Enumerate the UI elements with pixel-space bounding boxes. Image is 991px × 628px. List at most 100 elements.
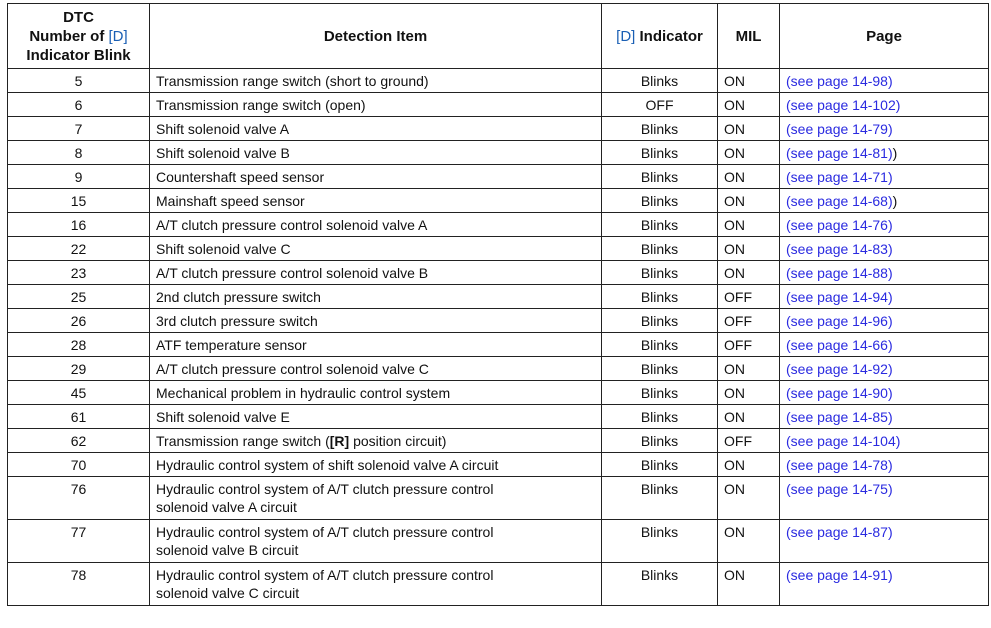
table-row: 22 Shift solenoid valve C Blinks ON (see pag… [7, 236, 989, 261]
detection-cell: 3rd clutch pressure switch [149, 308, 602, 333]
indicator-cell: Blinks [601, 236, 718, 261]
mil-cell: ON [717, 404, 780, 429]
item-text: Shift solenoid valve A [156, 121, 290, 137]
dtc-cell: 28 [7, 332, 150, 357]
item-text: 2nd clutch pressure switch [156, 289, 321, 305]
dtc-cell: 45 [7, 380, 150, 405]
page-cell: (see page 14-75) [779, 476, 989, 520]
dtc-cell: 26 [7, 308, 150, 333]
page-link[interactable]: (see page 14-76) [786, 217, 893, 233]
page-link[interactable]: (see page 14-91) [786, 567, 893, 583]
detection-cell: Transmission range switch (short to grou… [149, 68, 602, 93]
item-text: solenoid valve B circuit [156, 542, 299, 558]
page-link[interactable]: (see page 14-102) [786, 97, 901, 113]
link-suffix: ) [892, 193, 898, 209]
page-link[interactable]: (see page 14-81) [786, 145, 893, 161]
item-text: Transmission range switch (short to grou… [156, 73, 429, 89]
dtc-cell: 8 [7, 140, 150, 165]
indicator-cell: Blinks [601, 212, 718, 237]
indicator-cell: Blinks [601, 188, 718, 213]
table-row: 7 Shift solenoid valve A Blinks ON (see page… [7, 116, 989, 141]
dtc-cell: 22 [7, 236, 150, 261]
page-link[interactable]: (see page 14-92) [786, 361, 893, 377]
mil-cell: OFF [717, 428, 780, 453]
mil-cell: ON [717, 164, 780, 189]
detection-cell: Mechanical problem in hydraulic control … [149, 380, 602, 405]
page-cell: (see page 14-90) [779, 380, 989, 405]
dtc-cell: 5 [7, 68, 150, 93]
mil-cell: ON [717, 260, 780, 285]
item-text: Transmission range switch ( [156, 433, 330, 449]
page-link[interactable]: (see page 14-78) [786, 457, 893, 473]
table-row: 70 Hydraulic control system of shift sole… [7, 452, 989, 477]
table-row: 28 ATF temperature sensor Blinks OFF (see pa… [7, 332, 989, 357]
item-text: Countershaft speed sensor [156, 169, 325, 185]
page-link[interactable]: (see page 14-90) [786, 385, 893, 401]
mil-cell: ON [717, 452, 780, 477]
table-row: 8 Shift solenoid valve B Blinks ON (see page… [7, 140, 989, 165]
header-text: [D] [616, 27, 636, 45]
mil-cell: OFF [717, 284, 780, 309]
detection-cell: A/T clutch pressure control solenoid val… [149, 260, 602, 285]
page-cell: (see page 14-87) [779, 519, 989, 563]
indicator-cell: Blinks [601, 140, 718, 165]
indicator-cell: Blinks [601, 452, 718, 477]
page-link[interactable]: (see page 14-83) [786, 241, 893, 257]
page-link[interactable]: (see page 14-66) [786, 337, 893, 353]
indicator-cell: Blinks [601, 380, 718, 405]
indicator-cell: Blinks [601, 308, 718, 333]
page-link[interactable]: (see page 14-96) [786, 313, 893, 329]
page-cell: (see page 14-78) [779, 452, 989, 477]
page-cell: (see page 14-68)) [779, 188, 989, 213]
page-link[interactable]: (see page 14-94) [786, 289, 893, 305]
header-indicator: [D] Indicator [601, 3, 718, 69]
mil-cell: ON [717, 562, 780, 606]
table-row: 61 Shift solenoid valve E Blinks ON (see pag… [7, 404, 989, 429]
page-link[interactable]: (see page 14-75) [786, 481, 893, 497]
page-link[interactable]: (see page 14-88) [786, 265, 893, 281]
page-cell: (see page 14-79) [779, 116, 989, 141]
page-cell: (see page 14-66) [779, 332, 989, 357]
item-text: A/T clutch pressure control solenoid val… [156, 217, 428, 233]
mil-cell: ON [717, 140, 780, 165]
item-text: Shift solenoid valve C [156, 241, 291, 257]
header-text: Indicator [635, 27, 703, 45]
mil-cell: ON [717, 116, 780, 141]
detection-cell: Hydraulic control system of shift soleno… [149, 452, 602, 477]
mil-cell: ON [717, 236, 780, 261]
detection-cell: ATF temperature sensor [149, 332, 602, 357]
page-cell: (see page 14-91) [779, 562, 989, 606]
page-cell: (see page 14-81)) [779, 140, 989, 165]
detection-cell: Shift solenoid valve C [149, 236, 602, 261]
indicator-cell: Blinks [601, 284, 718, 309]
page-cell: (see page 14-102) [779, 92, 989, 117]
dtc-cell: 23 [7, 260, 150, 285]
page-link[interactable]: (see page 14-98) [786, 73, 893, 89]
indicator-cell: Blinks [601, 476, 718, 520]
dtc-cell: 77 [7, 519, 150, 563]
page-link[interactable]: (see page 14-104) [786, 433, 901, 449]
page-link[interactable]: (see page 14-68) [786, 193, 893, 209]
table-row: 16 A/T clutch pressure control solenoid v… [7, 212, 989, 237]
dtc-cell: 78 [7, 562, 150, 606]
item-text: Mechanical problem in hydraulic control … [156, 385, 451, 401]
item-text: solenoid valve A circuit [156, 499, 297, 515]
dtc-cell: 25 [7, 284, 150, 309]
item-text: Hydraulic control system of A/T clutch p… [156, 524, 494, 540]
page-link[interactable]: (see page 14-87) [786, 524, 893, 540]
page-link[interactable]: (see page 14-79) [786, 121, 893, 137]
item-text: ATF temperature sensor [156, 337, 307, 353]
page-link[interactable]: (see page 14-85) [786, 409, 893, 425]
header-row: DTC Number of [D] Indicator Blink Detectio… [7, 3, 989, 69]
table-row: 76 Hydraulic control system of A/T clutch… [7, 476, 989, 520]
table-row: 29 A/T clutch pressure control solenoid v… [7, 356, 989, 381]
table-row: 5 Transmission range switch (short to gro… [7, 68, 989, 93]
item-text: Mainshaft speed sensor [156, 193, 305, 209]
page-cell: (see page 14-85) [779, 404, 989, 429]
mil-cell: OFF [717, 308, 780, 333]
item-text: Hydraulic control system of shift soleno… [156, 457, 499, 473]
table-row: 45 Mechanical problem in hydraulic contro… [7, 380, 989, 405]
page-link[interactable]: (see page 14-71) [786, 169, 893, 185]
indicator-cell: Blinks [601, 68, 718, 93]
item-text: solenoid valve C circuit [156, 585, 300, 601]
